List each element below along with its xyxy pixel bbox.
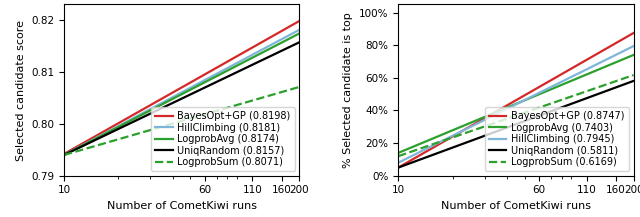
HillClimbing (0.7945) — [508, 105, 515, 108]
UniqRandom (0.8157) — [253, 61, 260, 64]
BayesOpt+GP (0.8747) — [506, 102, 514, 105]
UniqRandom (0.8157) — [60, 154, 68, 156]
UniqRandom (0.5811) — [394, 166, 402, 169]
UniqRandom (0.8157) — [173, 99, 181, 102]
HillClimbing (0.7945) — [506, 106, 514, 108]
LogprobAvg (0.8174) — [173, 95, 181, 98]
HillClimbing (0.7945) — [522, 98, 529, 101]
UniqRandom (0.8157) — [290, 44, 298, 46]
HillClimbing (0.8181) — [173, 94, 181, 96]
HillClimbing (0.7945) — [534, 92, 542, 95]
LogprobAvg (0.8174) — [200, 81, 208, 84]
UniqRandom (0.8157) — [296, 41, 303, 44]
LogprobSum (0.8071) — [290, 87, 298, 90]
HillClimbing (0.8181) — [253, 51, 260, 54]
Line: LogprobAvg (0.8174): LogprobAvg (0.8174) — [64, 33, 300, 155]
BayesOpt+GP (0.8198) — [296, 20, 303, 22]
UniqRandom (0.5811) — [534, 115, 542, 117]
UniqRandom (0.5811) — [624, 82, 632, 84]
HillClimbing (0.8181) — [290, 31, 298, 34]
UniqRandom (0.5811) — [630, 80, 637, 82]
BayesOpt+GP (0.8747) — [522, 94, 529, 96]
HillClimbing (0.8181) — [200, 79, 208, 82]
Line: UniqRandom (0.8157): UniqRandom (0.8157) — [64, 42, 300, 155]
LogprobAvg (0.7403) — [506, 105, 514, 108]
BayesOpt+GP (0.8198) — [290, 23, 298, 25]
UniqRandom (0.5811) — [506, 125, 514, 128]
Line: HillClimbing (0.8181): HillClimbing (0.8181) — [64, 30, 300, 155]
LogprobAvg (0.7403) — [508, 104, 515, 107]
UniqRandom (0.8157) — [200, 87, 208, 89]
Line: LogprobSum (0.6169): LogprobSum (0.6169) — [398, 75, 634, 156]
Legend: BayesOpt+GP (0.8747), LogprobAvg (0.7403), HillClimbing (0.7945), UniqRandom (0.: BayesOpt+GP (0.8747), LogprobAvg (0.7403… — [485, 107, 628, 171]
LogprobSum (0.6169) — [506, 116, 514, 119]
LogprobAvg (0.7403) — [630, 54, 637, 56]
LogprobAvg (0.8174) — [172, 96, 180, 99]
Line: UniqRandom (0.5811): UniqRandom (0.5811) — [398, 81, 634, 168]
LogprobAvg (0.8174) — [60, 154, 68, 156]
HillClimbing (0.7945) — [588, 66, 595, 68]
BayesOpt+GP (0.8747) — [630, 32, 637, 34]
HillClimbing (0.8181) — [188, 86, 195, 89]
BayesOpt+GP (0.8747) — [508, 102, 515, 104]
LogprobAvg (0.8174) — [188, 88, 195, 90]
HillClimbing (0.7945) — [624, 48, 632, 50]
Line: LogprobAvg (0.7403): LogprobAvg (0.7403) — [398, 55, 634, 153]
LogprobAvg (0.7403) — [624, 56, 632, 59]
UniqRandom (0.5811) — [522, 119, 529, 122]
LogprobSum (0.6169) — [394, 155, 402, 158]
HillClimbing (0.7945) — [394, 161, 402, 164]
LogprobSum (0.8071) — [200, 113, 208, 116]
BayesOpt+GP (0.8747) — [588, 56, 595, 59]
BayesOpt+GP (0.8198) — [253, 44, 260, 46]
Y-axis label: % Selected candidate is top: % Selected candidate is top — [344, 12, 353, 168]
UniqRandom (0.5811) — [508, 125, 515, 127]
LogprobSum (0.8071) — [188, 117, 195, 120]
LogprobAvg (0.7403) — [522, 99, 529, 101]
LogprobAvg (0.7403) — [394, 152, 402, 154]
LogprobSum (0.6169) — [630, 74, 637, 76]
UniqRandom (0.5811) — [588, 95, 595, 98]
LogprobAvg (0.8174) — [290, 35, 298, 38]
X-axis label: Number of CometKiwi runs: Number of CometKiwi runs — [107, 201, 257, 211]
BayesOpt+GP (0.8198) — [173, 89, 181, 91]
X-axis label: Number of CometKiwi runs: Number of CometKiwi runs — [441, 201, 591, 211]
LogprobAvg (0.8174) — [296, 32, 303, 35]
Legend: BayesOpt+GP (0.8198), HillClimbing (0.8181), LogprobAvg (0.8174), UniqRandom (0.: BayesOpt+GP (0.8198), HillClimbing (0.81… — [151, 107, 294, 171]
BayesOpt+GP (0.8198) — [200, 74, 208, 76]
Line: BayesOpt+GP (0.8198): BayesOpt+GP (0.8198) — [64, 21, 300, 154]
LogprobSum (0.8071) — [173, 121, 181, 123]
LogprobAvg (0.7403) — [534, 93, 542, 96]
LogprobAvg (0.7403) — [588, 71, 595, 74]
LogprobSum (0.6169) — [534, 107, 542, 109]
Line: HillClimbing (0.7945): HillClimbing (0.7945) — [398, 46, 634, 163]
LogprobSum (0.6169) — [588, 88, 595, 91]
LogprobSum (0.6169) — [508, 116, 515, 118]
Line: BayesOpt+GP (0.8747): BayesOpt+GP (0.8747) — [398, 33, 634, 168]
BayesOpt+GP (0.8747) — [394, 166, 402, 169]
BayesOpt+GP (0.8747) — [534, 86, 542, 89]
BayesOpt+GP (0.8198) — [188, 81, 195, 83]
HillClimbing (0.7945) — [630, 45, 637, 47]
HillClimbing (0.8181) — [296, 28, 303, 31]
HillClimbing (0.8181) — [60, 154, 68, 156]
UniqRandom (0.8157) — [172, 100, 180, 103]
UniqRandom (0.8157) — [188, 93, 195, 95]
BayesOpt+GP (0.8747) — [624, 35, 632, 38]
BayesOpt+GP (0.8198) — [172, 89, 180, 92]
LogprobSum (0.8071) — [172, 121, 180, 124]
LogprobSum (0.6169) — [624, 76, 632, 78]
Y-axis label: Selected candidate score: Selected candidate score — [15, 20, 26, 161]
LogprobSum (0.6169) — [522, 111, 529, 113]
LogprobSum (0.8071) — [296, 86, 303, 88]
LogprobSum (0.8071) — [60, 154, 68, 156]
LogprobSum (0.8071) — [253, 98, 260, 100]
LogprobAvg (0.8174) — [253, 54, 260, 57]
BayesOpt+GP (0.8198) — [60, 153, 68, 155]
HillClimbing (0.8181) — [172, 94, 180, 97]
Line: LogprobSum (0.8071): LogprobSum (0.8071) — [64, 87, 300, 155]
